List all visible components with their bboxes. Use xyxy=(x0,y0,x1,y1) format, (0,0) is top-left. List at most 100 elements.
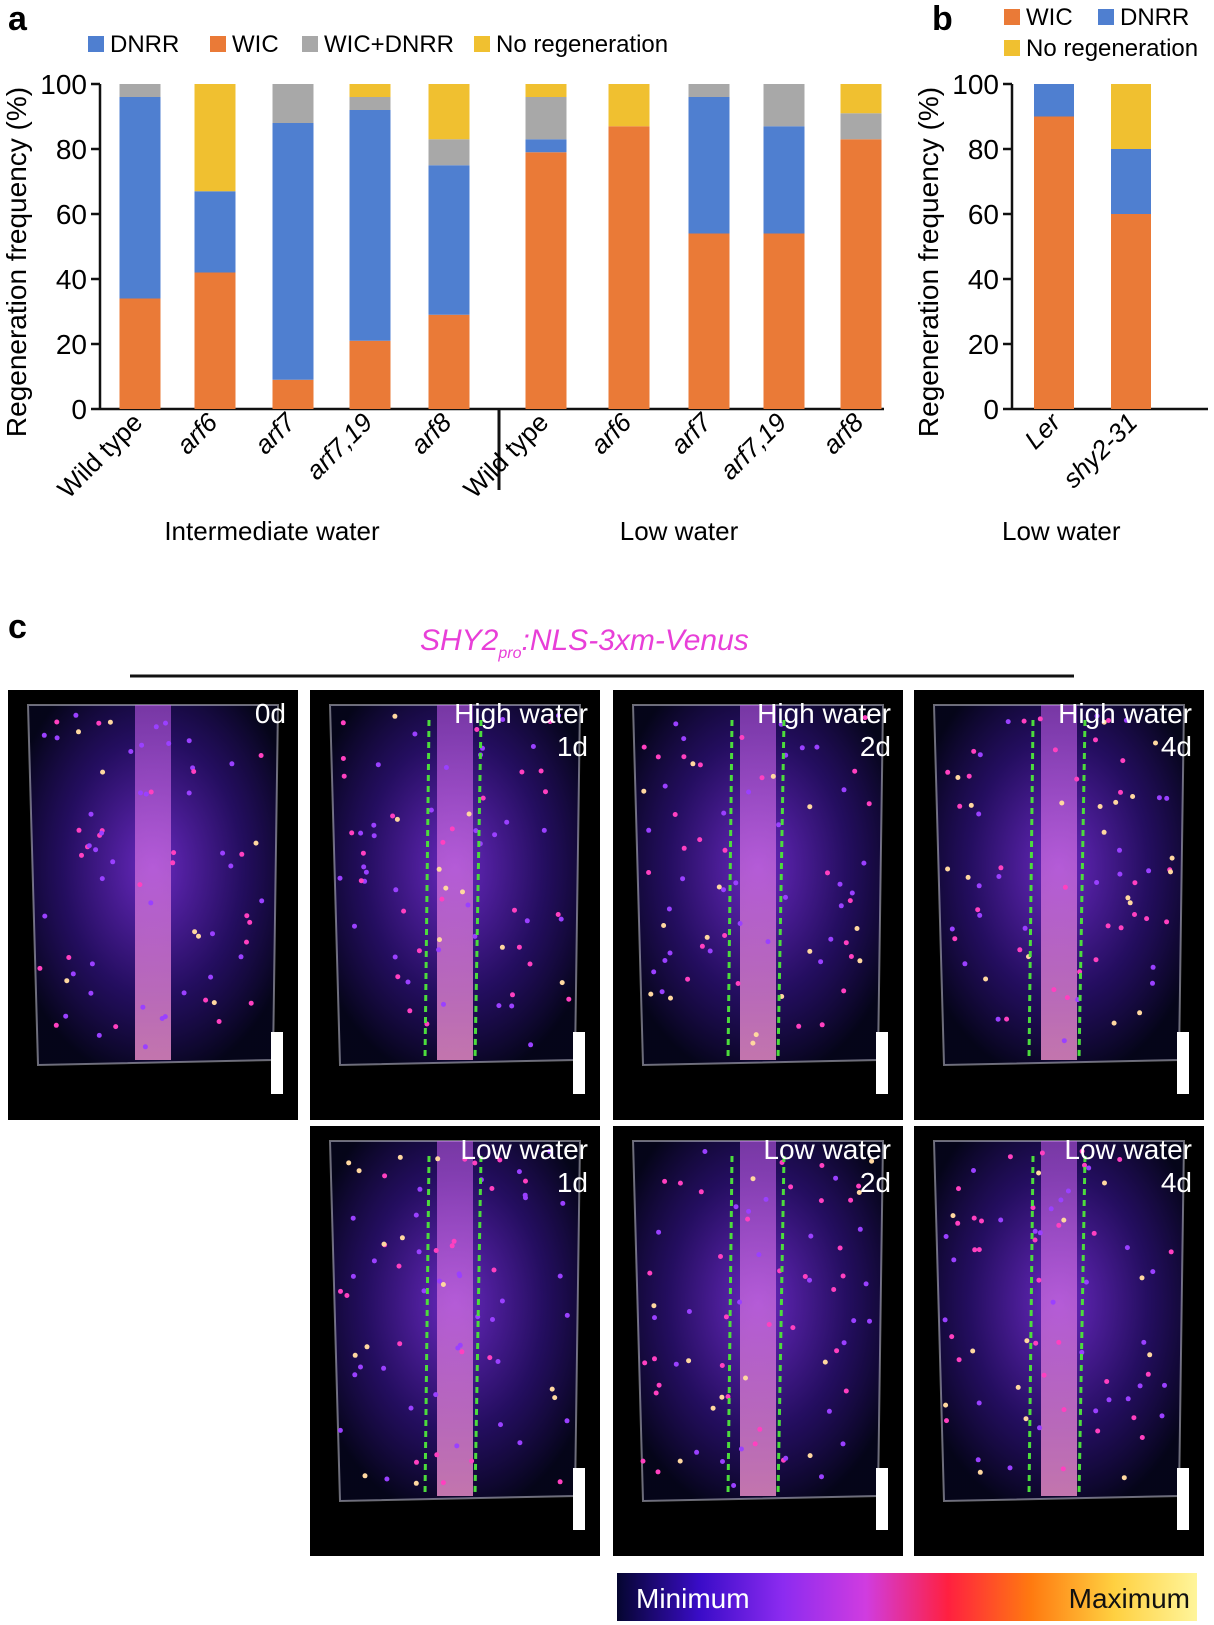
chart-b-y-axis: 0 20 40 60 80 100 xyxy=(952,69,1208,425)
micrograph-nucleus xyxy=(557,1273,563,1279)
micrograph-nucleus xyxy=(509,1003,515,1009)
micrograph-nucleus xyxy=(523,1195,528,1201)
micrograph-day-label: 4d xyxy=(1161,731,1192,762)
micrograph-nucleus xyxy=(752,1441,758,1447)
micrograph-nucleus xyxy=(480,795,486,801)
micrograph-nucleus xyxy=(63,1013,69,1019)
micrograph-nucleus xyxy=(371,1258,377,1264)
micrograph-nucleus xyxy=(88,990,94,996)
micrograph-nucleus xyxy=(181,990,187,996)
micrograph-nucleus xyxy=(466,811,472,817)
micrograph-nucleus xyxy=(788,1184,794,1190)
micrograph-nucleus xyxy=(1117,847,1122,853)
chart-b-y-tick-label-80: 80 xyxy=(968,134,999,165)
micrograph-nucleus xyxy=(1164,919,1170,925)
micrograph-nucleus xyxy=(1004,1016,1010,1022)
micrograph-nucleus xyxy=(558,916,564,922)
micrograph-nucleus xyxy=(704,934,710,940)
micrograph-nucleus xyxy=(971,1215,977,1221)
micrograph-nucleus xyxy=(1153,740,1158,746)
micrograph-nucleus xyxy=(435,1156,441,1162)
micrograph-nucleus xyxy=(421,1288,427,1294)
micrograph-nucleus xyxy=(1127,900,1133,906)
micrograph-nucleus xyxy=(949,1334,955,1340)
micrograph-nucleus xyxy=(1164,795,1170,801)
micrograph-nucleus xyxy=(1059,800,1065,806)
micrograph-nucleus xyxy=(490,1317,495,1322)
micrograph-nucleus xyxy=(1079,1349,1085,1355)
micrograph-nucleus xyxy=(955,775,961,780)
micrograph-nucleus xyxy=(652,1356,657,1362)
micrograph-nucleus xyxy=(499,1298,505,1304)
micrograph-nucleus xyxy=(656,1229,662,1235)
micrograph-nucleus xyxy=(208,974,214,980)
micrograph-nucleus xyxy=(512,907,517,913)
chart-a-bar-3-wic-dnrr xyxy=(272,84,314,123)
micrograph-nucleus xyxy=(722,847,728,853)
chart-a-bar-4-wic-dnrr xyxy=(349,97,391,110)
micrograph-nucleus xyxy=(1051,987,1057,993)
micrograph-nucleus xyxy=(559,980,565,986)
micrograph-nucleus xyxy=(662,1178,668,1184)
micrograph-nucleus xyxy=(139,742,145,748)
scale-bar xyxy=(876,1468,888,1530)
micrograph-nucleus xyxy=(1093,957,1099,963)
micrograph-nucleus xyxy=(138,790,143,796)
micrograph-nucleus xyxy=(976,883,982,889)
micrograph-day-label: 0d xyxy=(255,698,286,729)
micrograph-nucleus xyxy=(489,1186,495,1191)
micrograph-nucleus xyxy=(825,870,830,876)
micrograph-nucleus xyxy=(739,735,745,740)
micrograph-nucleus xyxy=(1064,995,1070,1001)
micrograph-nucleus xyxy=(142,1044,148,1050)
chart-a-bar-3-dnrr xyxy=(272,123,314,380)
micrograph-nucleus xyxy=(384,1476,390,1482)
scale-bar xyxy=(573,1032,585,1094)
chart-a-bar-1-wic-dnrr xyxy=(119,84,161,97)
micrograph-nucleus xyxy=(943,1234,949,1239)
micrograph-nucleus xyxy=(1091,1230,1097,1236)
micrograph-nucleus xyxy=(1079,1148,1085,1154)
micrograph-nucleus xyxy=(977,752,983,758)
micrograph-nucleus xyxy=(721,810,727,816)
micrograph-nucleus xyxy=(128,749,134,754)
micrograph-condition-label: High water xyxy=(454,698,588,729)
chart-a-y-axis: 0 20 40 60 80 100 xyxy=(40,69,884,425)
micrograph-nucleus xyxy=(1036,1170,1042,1176)
micrograph-condition-label: High water xyxy=(757,698,891,729)
micrograph-nucleus xyxy=(528,1042,534,1048)
micrograph-nucleus xyxy=(440,1282,446,1287)
micrograph-nucleus xyxy=(113,1024,119,1030)
micrograph-nucleus xyxy=(1005,719,1011,725)
micrograph-nucleus xyxy=(651,969,657,975)
micrograph-nucleus xyxy=(833,1175,839,1181)
micrograph-nucleus xyxy=(721,887,726,893)
micrograph-nucleus xyxy=(983,976,989,982)
micrograph-nucleus xyxy=(371,822,377,828)
micrograph-condition-label: Low water xyxy=(1064,1134,1192,1165)
micrograph-nucleus xyxy=(472,1160,478,1166)
micrograph-nucleus xyxy=(191,769,197,774)
micrograph-nucleus xyxy=(216,1019,222,1024)
micrograph-nucleus xyxy=(1120,758,1126,764)
chart-a-legend-label-dnrr: DNRR xyxy=(110,31,179,58)
micrograph-nucleus xyxy=(776,822,782,828)
scale-bar xyxy=(1177,1468,1189,1530)
micrograph-nucleus xyxy=(743,1375,748,1381)
chart-a-x-tick-label-7: arf6 xyxy=(584,407,637,460)
chart-a-bar-7-no-regeneration xyxy=(608,84,650,127)
micrograph-nucleus xyxy=(211,1000,217,1006)
micrograph-nucleus xyxy=(756,1252,762,1258)
micrograph-nucleus xyxy=(753,1032,759,1038)
micrograph-nucleus xyxy=(950,1213,956,1219)
micrograph-nucleus xyxy=(672,812,678,817)
micrograph-nucleus xyxy=(436,866,442,872)
micrograph-nucleus xyxy=(642,1360,648,1366)
micrograph-nucleus xyxy=(166,741,172,746)
construct-title-subscript: pro xyxy=(497,645,521,662)
micrograph-nucleus xyxy=(838,903,844,909)
micrograph-nucleus xyxy=(956,1186,961,1192)
micrograph-nucleus xyxy=(943,1402,949,1408)
